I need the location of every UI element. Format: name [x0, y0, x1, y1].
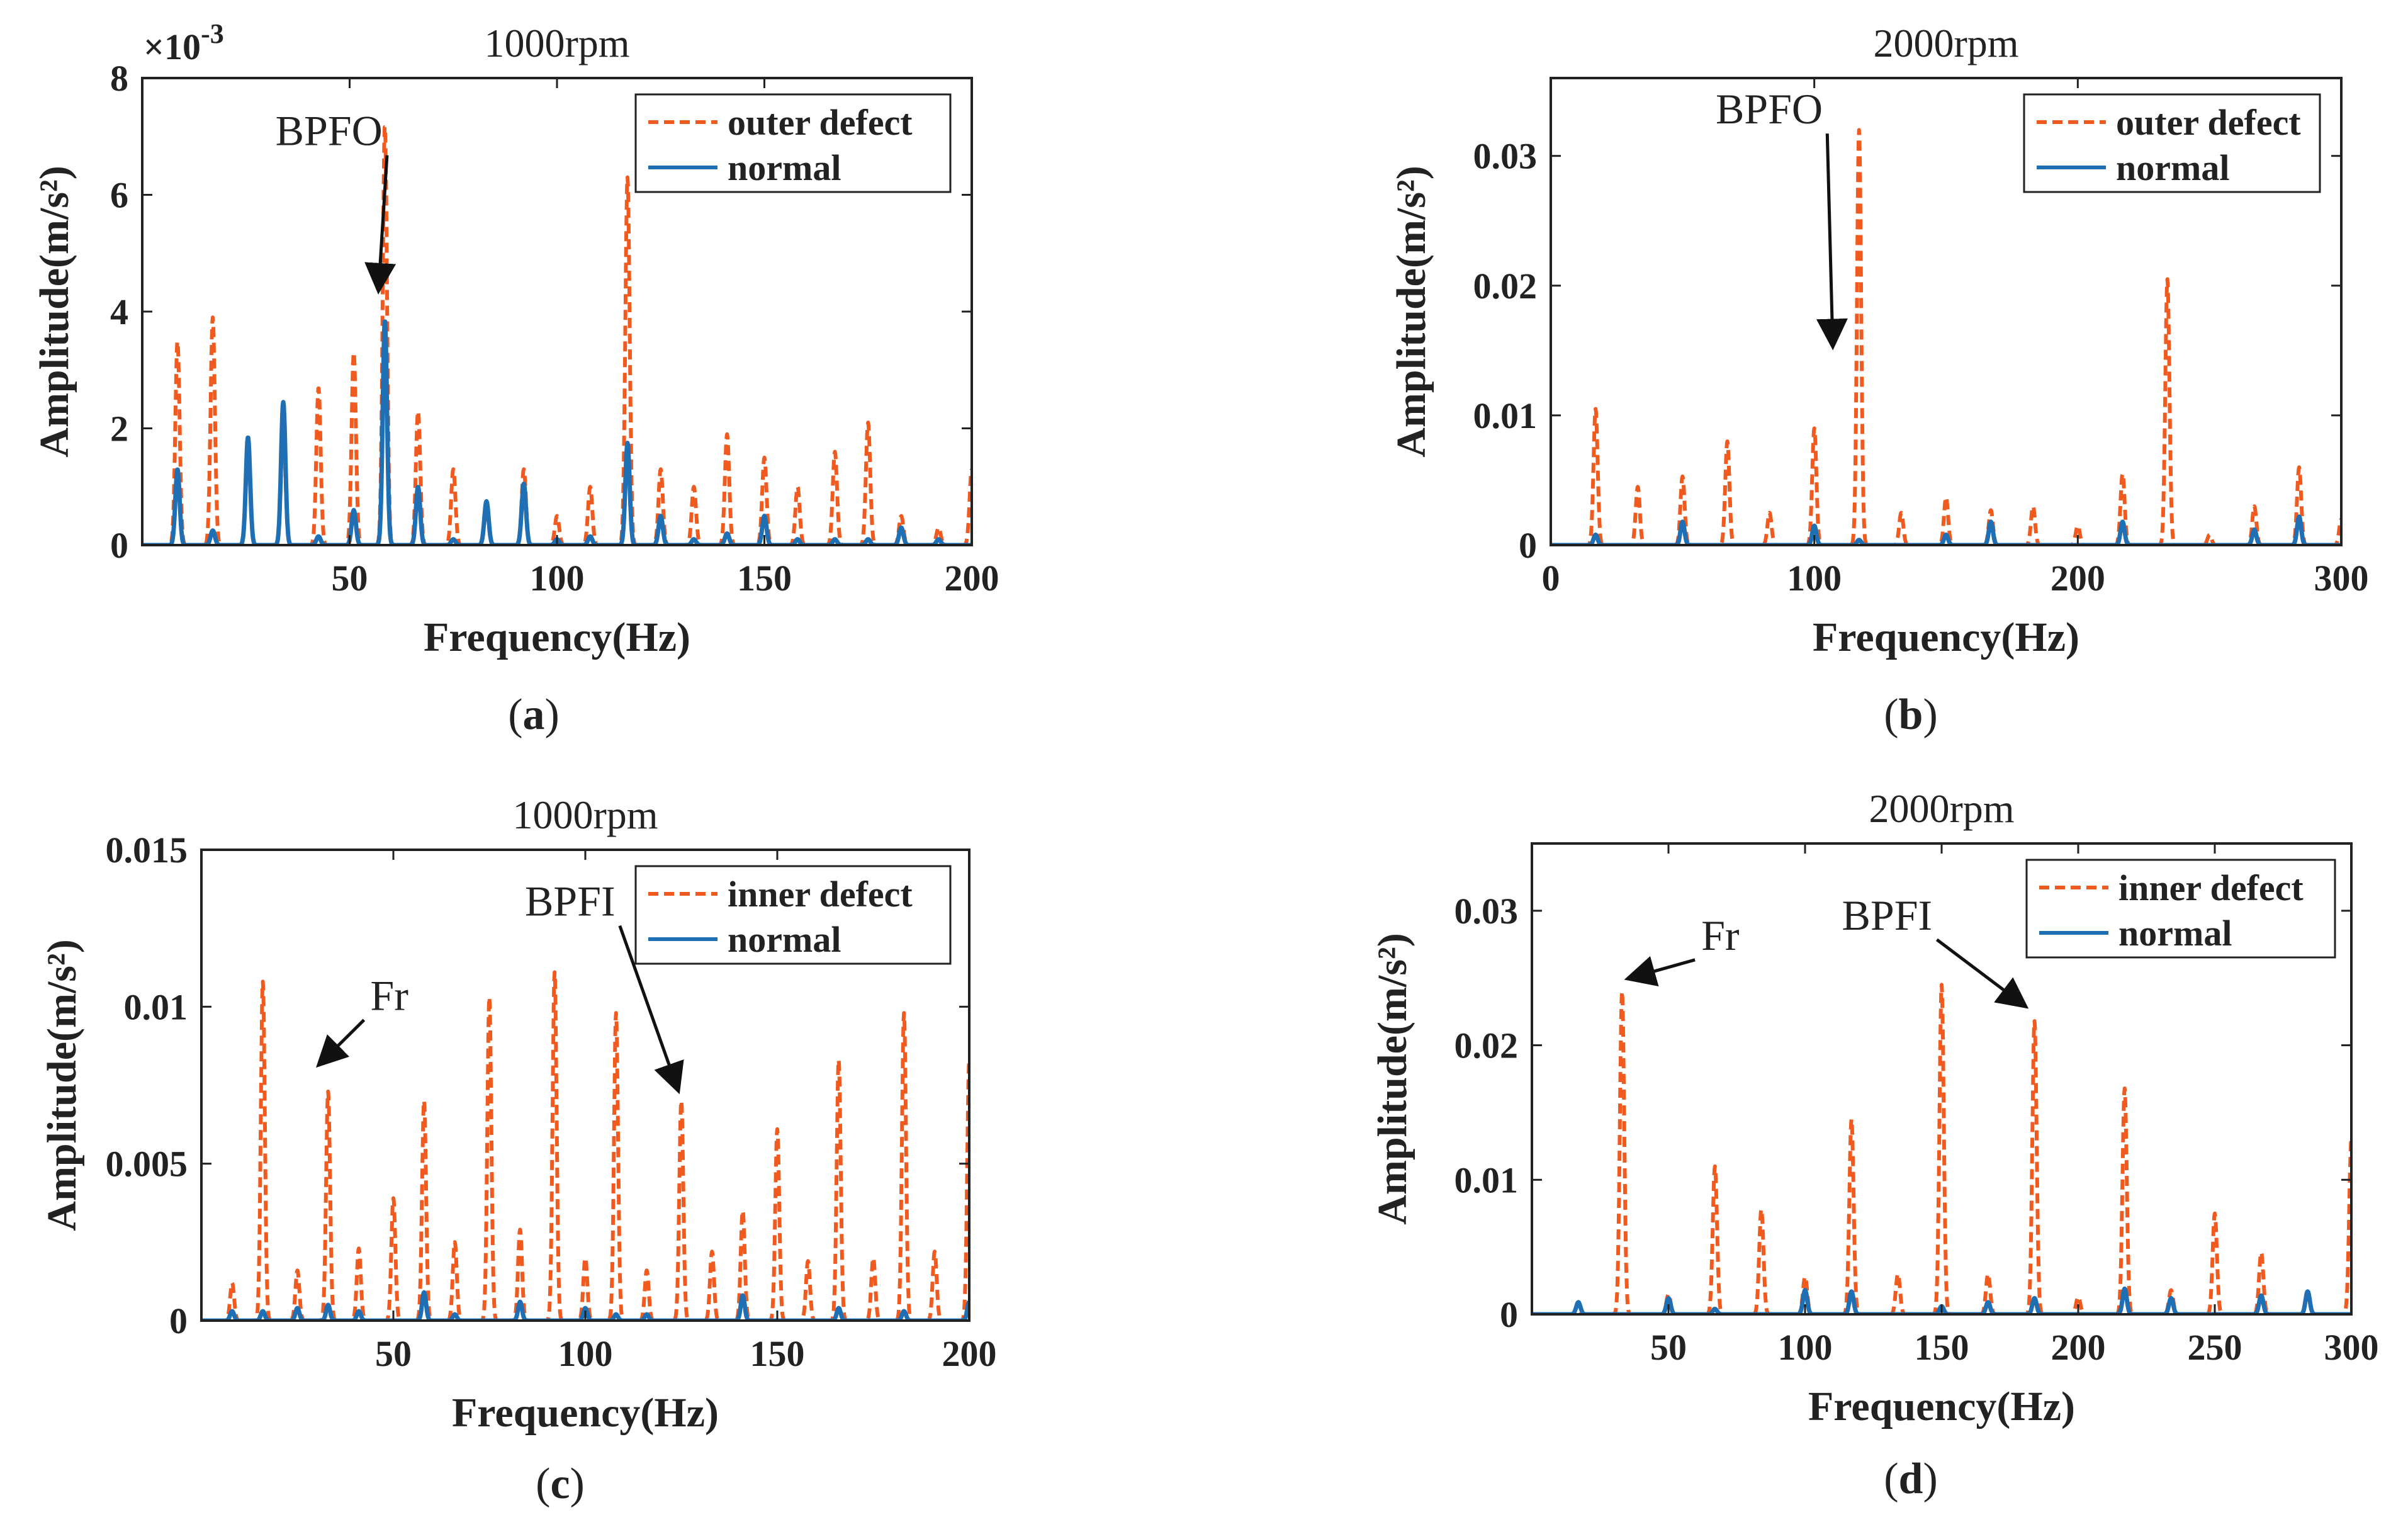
annotation-arrow [618, 925, 684, 1095]
series-group [201, 970, 969, 1321]
y-axis-title: Amplitude(m/s²) [39, 939, 85, 1231]
panel-caption: (a) [508, 691, 560, 739]
y-tick-label: 0.02 [1473, 266, 1538, 307]
chart-panel-a: 50 100 150 200 0 2 4 6 8 ×10-3 1000rpm Frequency(Hz… [31, 18, 999, 739]
legend: inner defect normal [2025, 859, 2336, 959]
y-tick-label: 0.01 [1454, 1159, 1519, 1200]
annotation-label: BPFI [1842, 891, 1933, 939]
x-axis-title: Frequency(Hz) [424, 614, 690, 660]
annotation-arrow [316, 1018, 366, 1068]
series-line-defect [1532, 983, 2351, 1314]
y-tick-label: 4 [110, 291, 128, 332]
x-tick-label: 100 [530, 558, 585, 599]
legend-label: normal [2116, 147, 2229, 188]
x-axis-title: Frequency(Hz) [1813, 614, 2079, 660]
panel-caption: (c) [536, 1460, 585, 1508]
annotation-label: Fr [1701, 911, 1740, 959]
x-tick-label: 200 [2051, 1327, 2106, 1368]
y-exponent-label: ×10-3 [143, 18, 224, 67]
annotation-label: Fr [370, 971, 408, 1019]
x-tick-label: 200 [942, 1333, 997, 1374]
y-axis-title: Amplitude(m/s²) [31, 166, 77, 457]
y-tick-label: 0 [1500, 1294, 1518, 1335]
legend-label: inner defect [2118, 867, 2304, 908]
annotation-arrow [1624, 956, 1696, 986]
plot-title: 2000rpm [1869, 786, 2014, 831]
y-tick-label: 0.005 [106, 1144, 188, 1185]
legend-label: outer defect [728, 102, 913, 143]
chart-panel-b: 0 100 200 300 0 0.01 0.02 0.03 2000rpm Frequency(… [1388, 21, 2369, 739]
x-tick-label: 300 [2324, 1327, 2379, 1368]
y-tick-label: 0.01 [124, 986, 188, 1027]
legend-box [634, 93, 952, 193]
x-tick-label: 50 [375, 1333, 412, 1374]
panel-caption: (d) [1884, 1455, 1938, 1503]
y-axis-title: Amplitude(m/s²) [1370, 933, 1415, 1224]
x-tick-label: 250 [2188, 1327, 2242, 1368]
series-line-defect [1551, 128, 2341, 545]
y-axis-title: Amplitude(m/s²) [1388, 166, 1434, 457]
x-tick-label: 50 [1650, 1327, 1687, 1368]
series-group [1551, 128, 2341, 545]
x-tick-label: 200 [2051, 558, 2105, 599]
x-axis-title: Frequency(Hz) [452, 1390, 719, 1436]
x-tick-label: 300 [2314, 558, 2369, 599]
y-tick-label: 6 [110, 175, 128, 216]
legend-label: normal [728, 147, 841, 188]
series-line-defect [201, 970, 969, 1321]
legend-box [634, 865, 952, 965]
legend-box [2025, 859, 2336, 959]
x-tick-label: 150 [1915, 1327, 1969, 1368]
annotation-label: BPFO [276, 107, 383, 155]
plot-title: 1000rpm [512, 792, 658, 837]
plot-frame [1550, 77, 2343, 546]
legend-label: outer defect [2116, 102, 2301, 143]
chart-panel-d: 50 100 150 200 250 300 0 0.01 0.02 0.03 2000rpm Fre… [1370, 786, 2379, 1503]
y-tick-label: 0.03 [1473, 136, 1538, 177]
y-tick-label: 0 [1519, 525, 1537, 566]
y-tick-label: 0.015 [106, 830, 188, 871]
x-tick-label: 0 [1542, 558, 1560, 599]
x-tick-label: 100 [558, 1333, 613, 1374]
series-line-normal [1551, 514, 2341, 545]
series-line-normal [201, 1290, 969, 1321]
legend-label: normal [2118, 913, 2232, 954]
chart-panel-c: 50 100 150 200 0 0.005 0.01 0.015 1000rpm Frequen… [39, 792, 997, 1508]
annotation-arrow [1816, 133, 1848, 351]
legend-label: inner defect [728, 874, 913, 915]
y-tick-label: 0.01 [1473, 395, 1538, 436]
y-tick-label: 0 [169, 1300, 188, 1341]
y-tick-label: 8 [110, 58, 128, 99]
x-axis-title: Frequency(Hz) [1808, 1384, 2075, 1430]
panel-caption: (b) [1884, 691, 1938, 739]
plot-title: 2000rpm [1873, 21, 2018, 65]
x-tick-label: 100 [1778, 1327, 1833, 1368]
x-tick-label: 100 [1787, 558, 1842, 599]
plot-title: 1000rpm [484, 21, 629, 65]
y-tick-label: 0 [110, 525, 128, 566]
legend-label: normal [728, 919, 841, 960]
annotation-arrow [364, 155, 397, 295]
annotation-label: BPFI [525, 877, 616, 925]
legend-box [2023, 93, 2321, 193]
y-tick-label: 0.02 [1454, 1025, 1519, 1066]
x-tick-label: 150 [737, 558, 792, 599]
x-tick-label: 150 [750, 1333, 805, 1374]
x-tick-label: 50 [332, 558, 368, 599]
annotation-label: BPFO [1716, 85, 1823, 133]
y-tick-label: 0.03 [1454, 891, 1519, 932]
panels: 50 100 150 200 0 2 4 6 8 ×10-3 1000rpm Frequency(Hz… [31, 18, 2379, 1508]
x-tick-label: 200 [945, 558, 999, 599]
annotation-arrow [1935, 938, 2029, 1009]
y-tick-label: 2 [110, 409, 128, 449]
